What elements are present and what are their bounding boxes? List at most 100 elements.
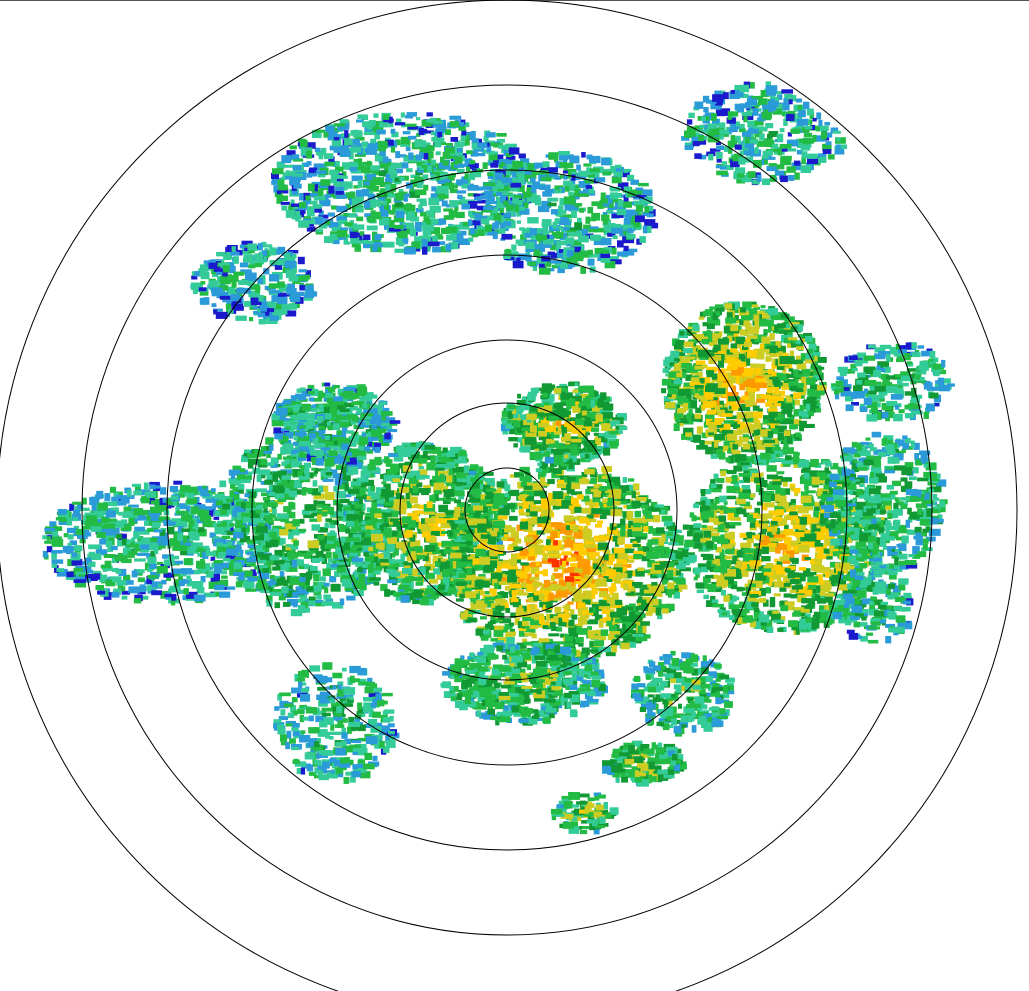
echo-cell: [72, 501, 82, 505]
echo-cell: [747, 128, 759, 134]
echo-cell: [540, 167, 552, 172]
echo-cell: [830, 127, 839, 134]
echo-cell: [217, 546, 224, 552]
echo-cell: [602, 171, 612, 175]
echo-cell: [373, 113, 379, 118]
echo-cell: [413, 503, 420, 508]
echo-cell: [791, 162, 802, 171]
echo-cell: [298, 476, 309, 480]
echo-cell: [446, 234, 457, 241]
echo-cell: [385, 244, 394, 248]
echo-cell: [82, 497, 87, 505]
echo-cell: [140, 585, 147, 593]
echo-cell: [239, 262, 249, 268]
echo-cell: [203, 520, 212, 524]
echo-cell: [220, 507, 227, 515]
echo-cell: [541, 254, 552, 258]
echo-cell: [453, 490, 465, 497]
echo-cell: [502, 184, 510, 192]
echo-cell: [422, 142, 431, 147]
echo-cell: [388, 227, 401, 232]
echo-cell: [169, 486, 178, 492]
echo-cell: [494, 540, 503, 546]
echo-cell: [336, 545, 349, 554]
echo-cell: [756, 174, 762, 182]
echo-cell: [470, 487, 482, 495]
echo-cell: [336, 567, 346, 573]
echo-cell: [90, 526, 102, 532]
echo-cell: [451, 529, 460, 534]
echo-cell: [210, 556, 216, 561]
echo-cell: [526, 197, 534, 203]
echo-cell: [280, 487, 285, 492]
echo-cell: [293, 183, 302, 189]
echo-cell: [376, 129, 386, 135]
echo-cell: [209, 511, 214, 517]
echo-cell: [551, 471, 557, 479]
echo-cell: [458, 161, 463, 166]
echo-cell: [463, 465, 469, 474]
echo-cell: [318, 485, 324, 493]
echo-cell: [477, 229, 485, 236]
echo-cell: [493, 213, 502, 217]
echo-cell: [293, 454, 303, 461]
echo-cell: [163, 559, 175, 566]
echo-cell: [391, 185, 396, 192]
echo-cell: [598, 599, 610, 608]
echo-cell: [84, 521, 94, 527]
echo-cell: [349, 552, 359, 557]
echo-cell: [130, 515, 139, 519]
echo-cell: [563, 162, 574, 169]
echo-cell: [449, 188, 458, 194]
echo-cell: [236, 474, 246, 481]
echo-cell: [260, 533, 269, 540]
echo-cell: [753, 159, 762, 168]
echo-cell: [198, 528, 207, 537]
echo-cell: [368, 572, 374, 581]
echo-cell: [451, 241, 459, 250]
echo-cell: [686, 119, 693, 125]
echo-cell: [384, 589, 390, 597]
echo-cell: [232, 275, 239, 282]
echo-cell: [394, 248, 407, 253]
echo-cell: [210, 573, 221, 582]
echo-cell: [180, 550, 192, 556]
echo-cell: [74, 581, 87, 588]
echo-cell: [162, 554, 174, 559]
echo-cell: [490, 162, 499, 168]
echo-cell: [247, 282, 253, 286]
echo-cell: [583, 163, 592, 167]
echo-cell: [611, 223, 622, 228]
echo-cell: [500, 162, 505, 168]
echo-cell: [308, 599, 316, 606]
echo-cell: [504, 249, 512, 254]
echo-cell: [352, 131, 363, 138]
echo-cell: [272, 168, 284, 175]
echo-cell: [393, 592, 401, 597]
echo-cell: [150, 551, 156, 558]
echo-cell: [430, 117, 437, 123]
echo-cell: [589, 186, 594, 192]
echo-cell: [350, 574, 357, 583]
echo-cell: [54, 565, 59, 573]
echo-cell: [393, 454, 404, 462]
echo-cell: [630, 538, 641, 543]
echo-cell: [400, 136, 411, 145]
echo-cell: [520, 562, 529, 566]
echo-cell: [539, 601, 551, 608]
echo-cell: [197, 527, 205, 533]
echo-cell: [756, 117, 766, 122]
echo-cell: [440, 523, 452, 529]
echo-cell: [455, 201, 462, 205]
echo-cell: [584, 469, 595, 475]
echo-cell: [798, 110, 806, 118]
echo-cell: [365, 540, 372, 548]
echo-cell: [399, 588, 406, 596]
echo-cell: [259, 306, 270, 312]
echo-cell: [400, 595, 410, 603]
echo-cell: [819, 125, 829, 132]
echo-cell: [488, 154, 498, 161]
echo-cell: [272, 309, 283, 316]
echo-cell: [153, 529, 163, 533]
echo-cell: [555, 246, 561, 251]
